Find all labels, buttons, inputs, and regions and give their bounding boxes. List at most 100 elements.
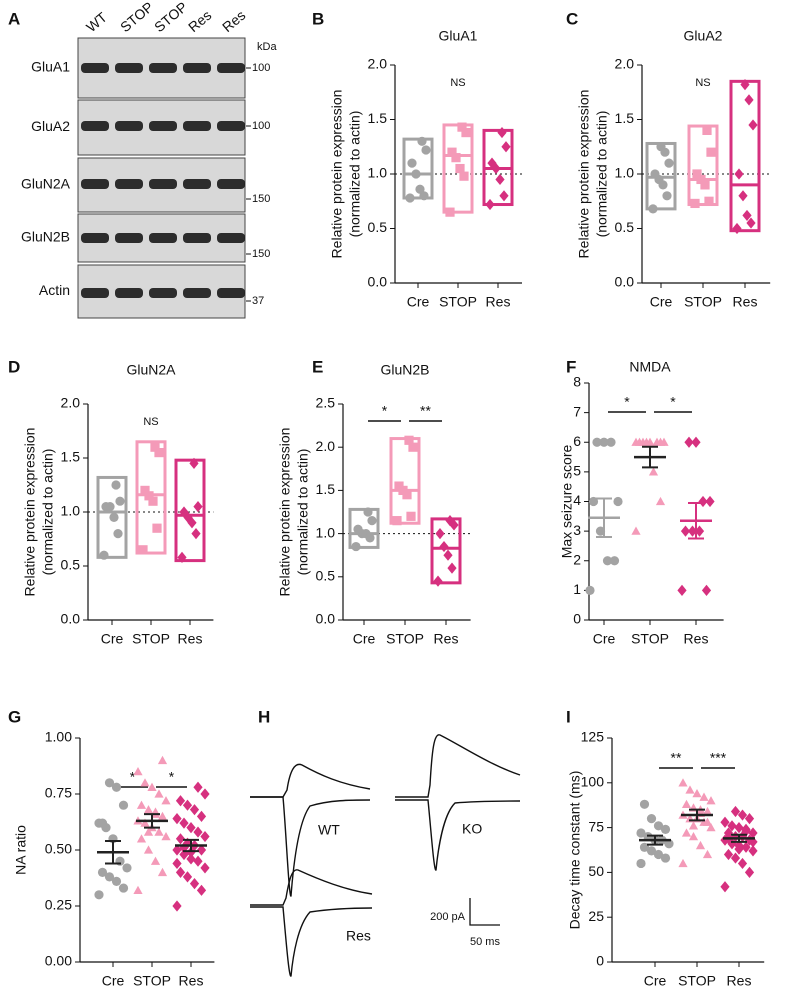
data-point bbox=[109, 512, 119, 523]
range-box bbox=[348, 507, 380, 549]
data-point bbox=[191, 528, 201, 540]
blot-band bbox=[183, 179, 211, 189]
data-point bbox=[706, 796, 716, 805]
data-point bbox=[741, 841, 751, 853]
data-point bbox=[405, 193, 415, 203]
data-point bbox=[727, 820, 737, 832]
data-point bbox=[690, 198, 700, 209]
data-point bbox=[692, 788, 702, 798]
data-point bbox=[650, 169, 660, 179]
data-point bbox=[727, 838, 737, 850]
data-point bbox=[744, 866, 755, 878]
data-point bbox=[148, 496, 158, 506]
data-point bbox=[740, 79, 750, 91]
x-tick-label: Res bbox=[727, 973, 752, 989]
data-point bbox=[196, 844, 207, 856]
significance-label: ** bbox=[671, 750, 682, 766]
panel-label: G bbox=[8, 707, 21, 726]
trace-label: KO bbox=[462, 821, 482, 837]
y-axis-title: (normalized to actin) bbox=[347, 111, 363, 238]
x-tick-label: Cre bbox=[102, 973, 125, 989]
data-point bbox=[702, 806, 713, 816]
panel-label: E bbox=[312, 357, 323, 376]
data-point bbox=[144, 491, 154, 501]
data-point bbox=[406, 511, 416, 521]
data-point bbox=[182, 871, 193, 883]
data-point bbox=[696, 174, 706, 185]
y-tick-label: 8 bbox=[573, 374, 581, 390]
data-point bbox=[609, 556, 620, 566]
data-point bbox=[720, 816, 730, 828]
data-point bbox=[730, 852, 741, 864]
y-tick-label: 0.0 bbox=[316, 611, 336, 627]
scale-bar bbox=[469, 898, 500, 926]
blot-band bbox=[183, 288, 211, 298]
data-point bbox=[97, 867, 108, 878]
y-tick-label: 1.0 bbox=[61, 503, 81, 519]
data-point bbox=[485, 198, 495, 211]
trace bbox=[395, 799, 521, 871]
x-tick-label: Res bbox=[733, 294, 758, 310]
blot-band bbox=[81, 63, 109, 73]
data-point bbox=[154, 827, 164, 836]
x-tick-label: Res bbox=[486, 294, 511, 310]
y-axis-title: Max seizure score bbox=[559, 444, 575, 558]
data-point bbox=[367, 516, 377, 526]
y-tick-label: 0 bbox=[596, 953, 604, 969]
x-tick-label: Res bbox=[178, 631, 203, 647]
data-point bbox=[177, 551, 187, 563]
y-tick-label: 0.00 bbox=[45, 953, 72, 969]
data-point bbox=[702, 849, 713, 859]
blot-band bbox=[217, 288, 245, 298]
x-tick-label: Cre bbox=[650, 294, 673, 310]
data-point bbox=[161, 796, 171, 805]
y-axis-title: Relative protein expression bbox=[22, 428, 38, 597]
data-point bbox=[408, 442, 418, 452]
y-tick-label: 125 bbox=[581, 729, 605, 745]
lane-label: Res bbox=[219, 7, 248, 35]
data-point bbox=[179, 817, 189, 829]
data-point bbox=[143, 845, 154, 854]
data-point bbox=[392, 516, 402, 526]
data-point bbox=[101, 502, 111, 512]
x-tick-label: STOP bbox=[684, 294, 722, 310]
y-axis-title: Decay time constant (ms) bbox=[567, 771, 583, 930]
data-point bbox=[737, 857, 748, 870]
data-point bbox=[189, 457, 199, 469]
data-point bbox=[694, 525, 705, 537]
data-point bbox=[104, 778, 115, 788]
data-point bbox=[179, 506, 189, 518]
data-point bbox=[648, 467, 659, 476]
data-point bbox=[461, 127, 471, 138]
trace-label: WT bbox=[318, 822, 340, 838]
y-tick-label: 1.0 bbox=[615, 165, 635, 181]
x-tick-label: STOP bbox=[631, 631, 669, 647]
y-tick-label: 5 bbox=[573, 463, 581, 479]
data-point bbox=[730, 805, 741, 818]
chart-title: GluN2A bbox=[126, 362, 176, 378]
data-point bbox=[140, 485, 150, 495]
data-point bbox=[691, 436, 701, 448]
blot-band bbox=[81, 121, 109, 131]
y-tick-label: 25 bbox=[588, 908, 604, 924]
y-tick-label: 0.25 bbox=[45, 897, 72, 913]
data-point bbox=[150, 856, 161, 865]
x-tick-label: STOP bbox=[439, 294, 477, 310]
data-point bbox=[678, 858, 688, 868]
data-point bbox=[447, 147, 457, 157]
data-point bbox=[592, 437, 602, 447]
data-point bbox=[639, 842, 650, 852]
x-tick-label: Res bbox=[434, 631, 459, 647]
data-point bbox=[664, 839, 674, 849]
y-tick-label: 0.50 bbox=[45, 841, 72, 857]
data-point bbox=[699, 792, 709, 801]
blot-band bbox=[149, 288, 177, 298]
y-tick-label: 1.5 bbox=[368, 110, 388, 126]
blot-band bbox=[81, 288, 109, 298]
blot-band bbox=[217, 233, 245, 243]
data-point bbox=[140, 778, 150, 787]
unit-label: kDa bbox=[257, 41, 277, 53]
data-point bbox=[455, 163, 465, 174]
data-point bbox=[734, 843, 744, 855]
